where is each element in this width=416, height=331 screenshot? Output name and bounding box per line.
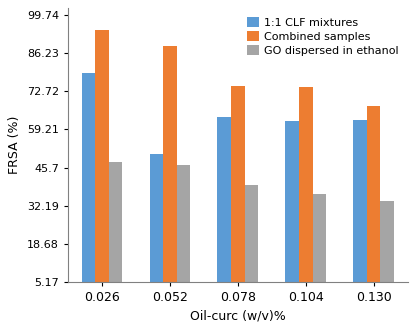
Bar [299, 87, 312, 282]
Bar [163, 46, 177, 282]
Y-axis label: FRSA (%): FRSA (%) [8, 116, 21, 174]
Bar [95, 29, 109, 282]
Bar [367, 106, 381, 282]
Bar [245, 185, 258, 282]
X-axis label: Oil-curc (w/v)%: Oil-curc (w/v)% [190, 310, 286, 323]
Bar [312, 194, 326, 282]
Bar [177, 165, 190, 282]
Bar [353, 120, 367, 282]
Legend: 1:1 CLF mixtures, Combined samples, GO dispersed in ethanol: 1:1 CLF mixtures, Combined samples, GO d… [244, 14, 402, 60]
Bar [218, 117, 231, 282]
Bar [231, 86, 245, 282]
Bar [109, 163, 122, 282]
Bar [149, 154, 163, 282]
Bar [285, 121, 299, 282]
Bar [381, 201, 394, 282]
Bar [82, 73, 95, 282]
